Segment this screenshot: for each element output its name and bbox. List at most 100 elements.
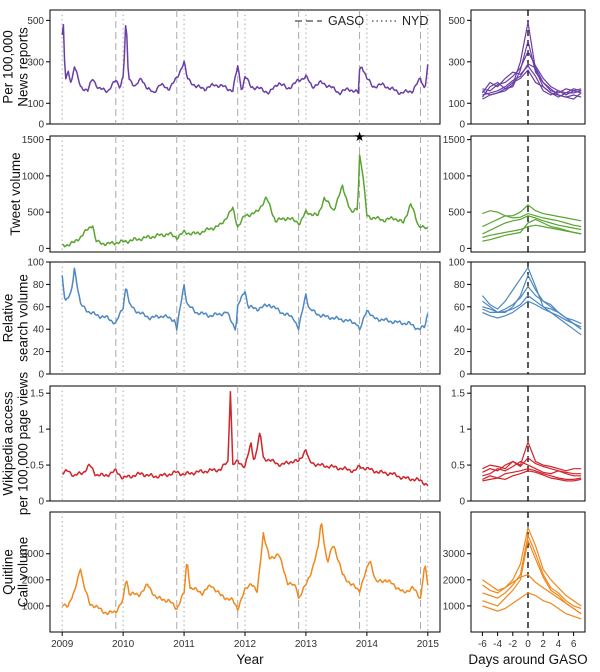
y-tick-label: 0	[38, 370, 44, 381]
window-series-line	[482, 470, 582, 482]
window-series-line	[482, 573, 582, 615]
y-tick-label: 3000	[22, 549, 45, 560]
y-tick-label: 2000	[22, 575, 45, 586]
y-tick-label: 100	[27, 258, 44, 269]
y-axis-label: search volume	[16, 274, 31, 362]
side-x-tick-label: 6	[571, 639, 577, 650]
y-axis-label: Tweet volume	[8, 152, 23, 235]
side-y-tick-label: 500	[448, 208, 465, 219]
y-axis-label: Quitline	[1, 549, 16, 595]
side-x-tick-label: 2	[540, 639, 546, 650]
y-axis-label: per 100,000 page views	[16, 372, 31, 516]
window-series-line	[481, 40, 582, 98]
y-tick-label: 1000	[22, 171, 45, 182]
y-tick-label: 100	[27, 99, 44, 110]
y-tick-label: 1500	[22, 135, 45, 146]
window-series-line	[482, 22, 582, 100]
side-y-tick-label: 0	[459, 120, 465, 131]
side-y-tick-label: 1.5	[451, 389, 465, 400]
legend: GASO NYD	[295, 14, 428, 28]
side-y-tick-label: 100	[448, 99, 465, 110]
side-y-tick-label: 0.5	[451, 461, 465, 472]
side-x-tick-label: -6	[478, 639, 487, 650]
side-y-tick-label: 0	[459, 370, 465, 381]
window-series-line	[482, 468, 582, 480]
window-series-line	[482, 218, 582, 242]
window-series-line	[482, 212, 582, 228]
x-axis-label-side: Days around GASO	[468, 652, 587, 667]
window-series-line	[481, 266, 582, 336]
x-tick-label: 2012	[234, 639, 257, 650]
panel-news: 0 0 100 100 300 300 500 500 Per 100,000 News repo…	[1, 9, 586, 131]
window-series-line	[482, 294, 582, 325]
y-axis-label: News reports	[16, 27, 31, 107]
window-series-line	[482, 300, 582, 330]
window-series-line	[482, 69, 582, 98]
panel-wikipedia: 0 0 0.5 0.5 1 1 1.5 1.5 Wikipedia access per 100,…	[1, 372, 586, 516]
side-y-tick-label: 0	[459, 244, 465, 255]
x-tick-label: 2011	[173, 639, 195, 650]
window-series-line	[482, 457, 582, 475]
side-y-tick-label: 100	[448, 258, 465, 269]
window-series-line	[482, 204, 582, 222]
y-axis-label: Relative	[1, 294, 16, 343]
main-frame	[49, 135, 441, 253]
window-series-line	[482, 50, 582, 96]
series-line-quitline	[62, 523, 429, 616]
x-tick-label: 2013	[295, 639, 318, 650]
side-y-tick-label: 60	[454, 302, 466, 313]
legend-gaso-label: GASO	[328, 14, 364, 28]
window-series-line	[482, 533, 582, 610]
side-y-tick-label: 1	[459, 425, 465, 436]
y-tick-label: 0	[38, 120, 44, 131]
x-tick-label: 2014	[356, 639, 379, 650]
legend-nyd-label: NYD	[402, 14, 428, 28]
y-tick-label: 60	[33, 302, 45, 313]
series-line-tweets	[61, 154, 429, 248]
y-tick-label: 0	[38, 497, 44, 508]
x-tick-label: 2009	[51, 639, 74, 650]
side-y-tick-label: 80	[454, 280, 466, 291]
series-line-wikipedia	[62, 391, 429, 487]
y-axis-label: Wikipedia access	[1, 391, 16, 496]
window-series-line	[482, 215, 582, 235]
side-y-tick-label: 0	[459, 497, 465, 508]
y-axis-label: Per 100,000	[1, 30, 16, 104]
y-tick-label: 0.5	[30, 461, 44, 472]
y-tick-label: 40	[33, 325, 45, 336]
side-y-tick-label: 1000	[443, 171, 466, 182]
y-tick-label: 20	[33, 347, 45, 358]
y-tick-label: 1	[38, 425, 44, 436]
side-y-tick-label: 300	[448, 57, 465, 68]
window-series-line	[482, 224, 582, 239]
window-series-line	[482, 538, 582, 615]
y-tick-label: 500	[27, 16, 44, 27]
side-x-tick-label: -4	[493, 639, 502, 650]
window-series-line	[482, 525, 582, 607]
window-series-line	[482, 592, 582, 620]
side-x-tick-label: 4	[556, 639, 562, 650]
y-tick-label: 1000	[22, 601, 45, 612]
window-series-line	[482, 440, 582, 472]
side-y-tick-label: 500	[448, 16, 465, 27]
side-frame	[470, 135, 586, 253]
window-series-line	[481, 65, 582, 96]
main-frame	[49, 385, 441, 502]
peak-star-marker: ★	[354, 129, 366, 144]
side-y-tick-label: 20	[454, 347, 466, 358]
side-y-tick-label: 3000	[443, 549, 466, 560]
y-tick-label: 1.5	[30, 389, 44, 400]
y-tick-label: 0	[38, 244, 44, 255]
window-series-line	[482, 460, 582, 477]
series-line-search	[61, 267, 429, 331]
panel-tweets: 0 0 500 500 1000 1000 1500 1500 Tweet volume ★	[8, 129, 586, 255]
side-x-tick-label: -2	[508, 639, 517, 650]
x-axis-label-main: Year	[236, 652, 264, 667]
series-line-news	[61, 24, 429, 96]
x-tick-label: 2015	[417, 639, 440, 650]
y-tick-label: 300	[27, 57, 44, 68]
side-y-tick-label: 1000	[443, 601, 466, 612]
y-tick-label: 500	[27, 208, 44, 219]
y-axis-label: Call volume	[16, 537, 31, 608]
